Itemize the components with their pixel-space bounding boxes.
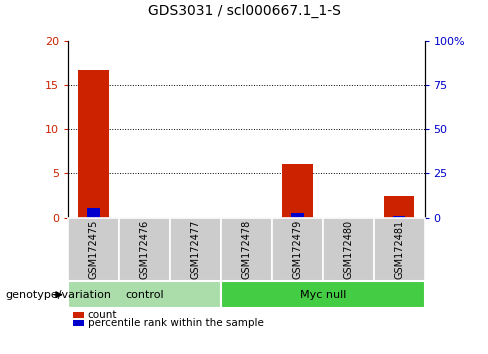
Text: GSM172476: GSM172476 xyxy=(140,219,150,279)
Text: GDS3031 / scl000667.1_1-S: GDS3031 / scl000667.1_1-S xyxy=(147,4,341,18)
Bar xyxy=(323,218,374,281)
Text: GSM172477: GSM172477 xyxy=(190,219,201,279)
Bar xyxy=(221,218,272,281)
Bar xyxy=(282,164,313,218)
Text: count: count xyxy=(88,310,117,320)
Text: genotype/variation: genotype/variation xyxy=(5,290,111,300)
Text: GSM172480: GSM172480 xyxy=(343,219,353,279)
Text: GSM172479: GSM172479 xyxy=(292,219,303,279)
Bar xyxy=(221,281,425,308)
Bar xyxy=(374,218,425,281)
Bar xyxy=(87,208,100,218)
Text: GSM172481: GSM172481 xyxy=(394,219,404,279)
Bar xyxy=(79,70,109,218)
Bar xyxy=(68,218,119,281)
Text: Myc null: Myc null xyxy=(300,290,346,300)
Bar xyxy=(272,218,323,281)
Bar xyxy=(291,213,304,218)
Text: control: control xyxy=(125,290,164,300)
Text: percentile rank within the sample: percentile rank within the sample xyxy=(88,318,264,328)
Bar xyxy=(384,196,414,218)
Text: GSM172475: GSM172475 xyxy=(89,219,99,279)
Text: GSM172478: GSM172478 xyxy=(242,219,251,279)
Bar xyxy=(393,216,406,218)
Bar xyxy=(119,218,170,281)
Bar xyxy=(170,218,221,281)
Bar xyxy=(68,281,221,308)
